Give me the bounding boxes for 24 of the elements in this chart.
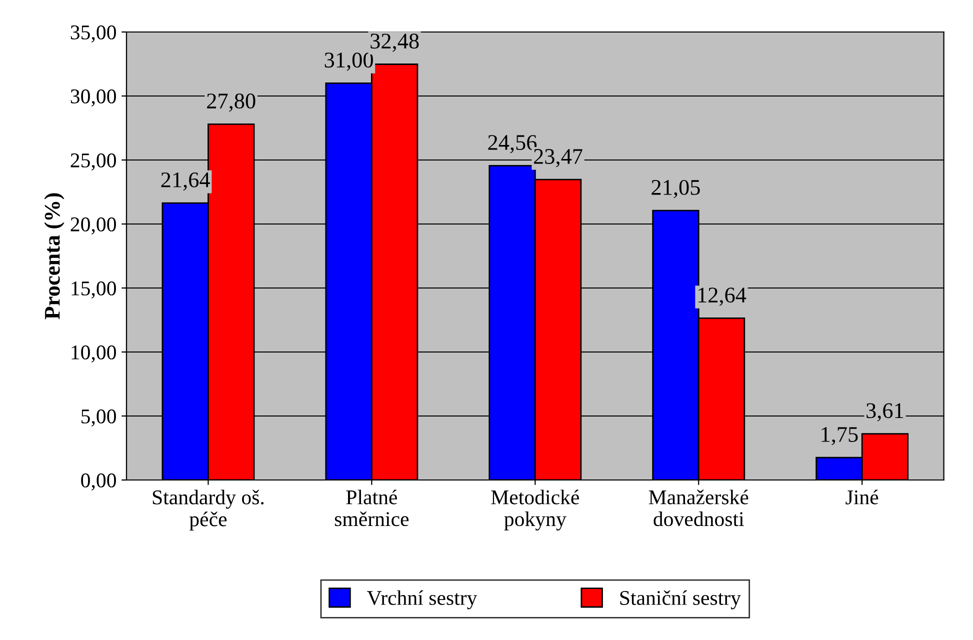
data-label: 1,75	[822, 427, 858, 446]
data-label: 27,80	[207, 94, 256, 112]
y-axis-title: Procenta (%)	[44, 193, 64, 320]
y-tick-label: 5,00	[82, 409, 116, 426]
legend-label: Vrchní sestry	[367, 590, 478, 610]
y-tick-label: 0,00	[81, 473, 116, 490]
y-tick-label: 15,00	[72, 281, 116, 298]
data-label: 3,61	[866, 403, 904, 422]
legend-label: Staniční sestry	[620, 590, 741, 610]
y-tick-label: 20,00	[70, 217, 116, 234]
y-tick-label: 30,00	[70, 89, 116, 106]
y-tick-label: 35,00	[70, 25, 116, 42]
x-tick-label: Manažerské dovednosti	[648, 490, 748, 526]
x-tick-label: Standardy oš. péče	[152, 490, 264, 531]
data-label: 21,05	[652, 180, 700, 198]
data-label: 21,64	[161, 172, 210, 191]
data-label: 32,48	[370, 34, 419, 52]
y-tick-label: 25,00	[70, 153, 116, 170]
x-tick-label: Metodické pokyny	[491, 490, 579, 530]
data-label: 31,00	[324, 52, 373, 71]
x-tick-label: Jiné	[846, 490, 878, 504]
y-tick-label: 10,00	[72, 345, 116, 362]
data-label: 12,64	[698, 288, 746, 306]
x-tick-label: Platné směrnice	[334, 490, 409, 526]
